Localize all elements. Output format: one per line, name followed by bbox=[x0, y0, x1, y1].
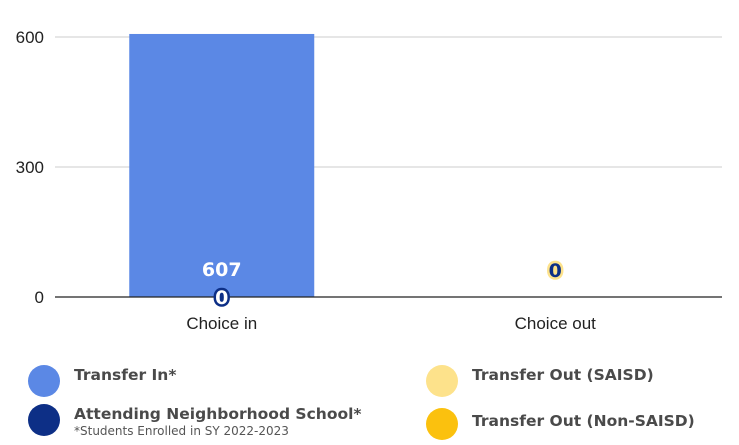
y-tick-label-0: 0 bbox=[35, 288, 44, 307]
legend-swatch-transfer-in bbox=[28, 365, 60, 397]
legend-label-transfer-out-non-saisd: Transfer Out (Non-SAISD) bbox=[472, 412, 695, 430]
data-label-0: 607 bbox=[202, 259, 242, 281]
data-label-1: 0 bbox=[215, 287, 228, 309]
legend-item-attending-neighborhood-school: Attending Neighborhood School* *Students… bbox=[28, 404, 362, 438]
x-tick-label-choice-out: Choice out bbox=[515, 314, 597, 333]
data-label-2: 0 bbox=[549, 260, 562, 282]
legend-swatch-transfer-out-saisd bbox=[426, 365, 458, 397]
legend-footnote: *Students Enrolled in SY 2022-2023 bbox=[74, 424, 289, 438]
legend-item-transfer-out-saisd: Transfer Out (SAISD) bbox=[426, 365, 654, 397]
legend-label-attending-neighborhood-school: Attending Neighborhood School* bbox=[74, 405, 362, 423]
bar-choice-in-series-0 bbox=[129, 33, 315, 297]
legend-label-transfer-in: Transfer In* bbox=[74, 366, 177, 384]
legend-swatch-attending-neighborhood-school bbox=[28, 404, 60, 436]
chart-legend: Transfer In* Transfer Out (SAISD) Attend… bbox=[0, 360, 739, 445]
bar-chart: 0 300 600 Choice in Choice out 607 0 0 bbox=[16, 28, 722, 333]
y-tick-label-600: 600 bbox=[16, 28, 44, 47]
legend-swatch-transfer-out-non-saisd bbox=[426, 408, 458, 440]
legend-label-transfer-out-saisd: Transfer Out (SAISD) bbox=[472, 366, 654, 384]
legend-item-transfer-out-non-saisd: Transfer Out (Non-SAISD) bbox=[426, 408, 695, 440]
x-tick-label-choice-in: Choice in bbox=[186, 314, 257, 333]
y-tick-label-300: 300 bbox=[16, 158, 44, 177]
legend-item-transfer-in: Transfer In* bbox=[28, 365, 176, 397]
